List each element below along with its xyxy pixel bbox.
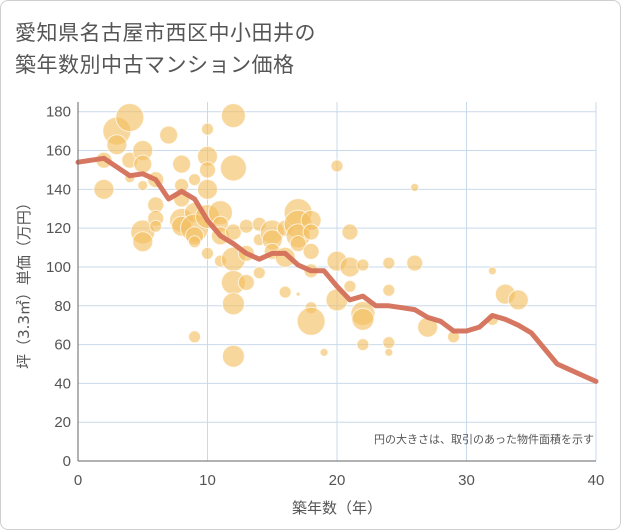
trend-line	[75, 155, 599, 384]
bubble-point	[319, 347, 329, 357]
bubble-point	[159, 125, 179, 145]
y-tick-label: 180	[46, 104, 71, 121]
bubble-point	[237, 273, 255, 291]
bubble-point	[341, 223, 359, 241]
bubble-point	[201, 246, 214, 260]
bubble-point	[295, 291, 301, 297]
bubble-point	[330, 159, 344, 173]
bubble-point	[172, 154, 192, 174]
bubble-point	[507, 289, 529, 311]
bubble-point	[343, 279, 357, 293]
x-tick-label: 40	[588, 472, 605, 489]
bubble-point	[406, 254, 424, 272]
tick-labels: 0 20 40 60 80 100 120 140 160 180 0 10 20 30 40	[46, 104, 604, 489]
bubble-point	[382, 336, 396, 350]
bubble-series	[93, 103, 529, 368]
x-tick-label: 20	[329, 472, 346, 489]
axes	[77, 102, 596, 462]
bubble-point	[93, 178, 115, 200]
bubble-point	[382, 283, 396, 297]
bubble-point	[302, 242, 320, 260]
bubble-point	[238, 218, 254, 234]
bubble-point	[219, 154, 247, 182]
bubble-point	[201, 122, 214, 136]
y-tick-label: 40	[54, 375, 71, 392]
bubble-point	[221, 344, 245, 368]
x-axis-label: 築年数（年）	[292, 499, 382, 517]
x-tick-label: 10	[199, 472, 216, 489]
bubble-point	[382, 256, 396, 270]
area-size-note: 円の大きさは、取引のあった物件面積を示す	[374, 432, 594, 446]
bubble-point	[356, 258, 370, 272]
y-tick-label: 0	[63, 453, 71, 470]
y-tick-label: 120	[46, 220, 71, 237]
bubble-point	[132, 231, 154, 253]
bubble-point	[220, 103, 246, 129]
bubble-point	[410, 182, 420, 192]
y-tick-label: 140	[46, 181, 71, 198]
bubble-point	[199, 161, 216, 179]
y-tick-label: 100	[46, 259, 71, 276]
x-tick-label: 0	[74, 472, 82, 489]
bubble-point	[487, 266, 497, 276]
chart-title-line-1: 愛知県名古屋市西区中小田井の	[15, 21, 316, 45]
y-tick-label: 80	[54, 298, 71, 315]
bubble-point	[351, 307, 375, 331]
average-price-line	[75, 155, 599, 384]
bubble-point	[289, 235, 307, 253]
y-tick-label: 160	[46, 143, 71, 160]
y-tick-label: 20	[54, 414, 71, 431]
bubble-point	[296, 306, 326, 336]
bubble-point	[252, 266, 266, 280]
bubble-point	[188, 173, 202, 187]
x-tick-label: 30	[458, 472, 475, 489]
bubble-point	[149, 219, 163, 233]
y-axis-label: 坪（3.3㎡）単価（万円）	[15, 195, 33, 369]
bubble-point	[221, 292, 245, 316]
bubble-point	[384, 347, 394, 357]
bubble-point	[356, 338, 370, 352]
y-tick-label: 60	[54, 337, 71, 354]
chart-title-line-2: 築年数別中古マンション価格	[15, 53, 295, 77]
bubble-point	[188, 330, 202, 344]
bubble-point	[224, 223, 242, 241]
chart-title: 愛知県名古屋市西区中小田井の 築年数別中古マンション価格	[15, 17, 316, 81]
bubble-point	[302, 223, 320, 241]
bubble-point	[106, 134, 128, 156]
bubble-point	[133, 154, 153, 174]
gridlines	[78, 102, 597, 461]
bubble-point	[197, 178, 218, 200]
bubble-point	[137, 179, 149, 191]
bubble-point	[188, 235, 202, 249]
bubble-point	[115, 103, 145, 133]
bubble-point	[278, 285, 292, 299]
